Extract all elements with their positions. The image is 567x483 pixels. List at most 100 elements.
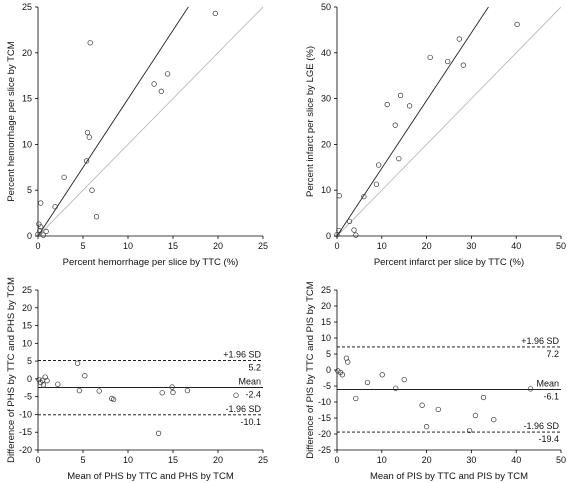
chart2-data-point [396, 155, 402, 162]
chart1-identity-line [37, 6, 264, 237]
chart4-y-tick-label: -20 [318, 429, 331, 439]
chart4-y-tick-label: 20 [321, 301, 331, 311]
chart3-y-tick-label: 10 [22, 338, 32, 348]
chart3-x-axis-label: Mean of PHS by TTC and PHS by TCM [67, 471, 234, 482]
chart2-data-point [445, 58, 451, 65]
chart4-1-96-sd-value: -19.4 [538, 434, 559, 444]
chart4-data-point [491, 416, 497, 423]
chart4-y-tick-label: -5 [323, 381, 331, 391]
chart4-data-point [472, 412, 479, 419]
chart4-x-tick-label: 20 [422, 455, 432, 465]
chart3-data-point [184, 387, 191, 394]
chart2-regression-line [336, 6, 489, 237]
chart2-x-tick-label: 0 [334, 241, 339, 251]
chart1-data-point [93, 214, 100, 220]
chart2-y-tick-label: 50 [321, 2, 331, 12]
chart4-x-axis-label: Mean of PIS by TTC and PIS by TCM [370, 471, 528, 482]
chart1-y-axis-label: Percent hemorrhage per slice by TCM [6, 41, 17, 201]
chart1-data-point [212, 10, 218, 17]
chart3-y-tick-label: 25 [22, 285, 32, 295]
chart4-y-tick-label: 5 [326, 349, 331, 359]
chart4-y-axis-label: Difference of PIS by TTC and PIS by TCM [305, 281, 316, 458]
chart3-x-tick-label: 15 [168, 455, 178, 465]
chart3-data-point [96, 388, 102, 394]
chart3-1-96-sd-label: +1.96 SD [223, 349, 261, 359]
chart2-data-point [376, 162, 382, 168]
chart4-y-tick-label: 10 [321, 333, 331, 343]
chart1-data-point [61, 174, 67, 181]
chart2-data-point [406, 103, 413, 109]
chart1-x-tick-label: 10 [123, 241, 133, 251]
chart1-x-tick-label: 0 [35, 241, 40, 251]
chart4-x-tick-label: 50 [556, 455, 566, 465]
chart1-y-tick-label: 0 [27, 231, 32, 241]
chart3-x-tick-label: 10 [123, 455, 133, 465]
chart4-y-tick-label: -15 [318, 413, 331, 423]
chart4-data-point [466, 427, 473, 434]
chart1-data-point [38, 224, 44, 230]
chart4-data-point [345, 359, 351, 365]
chart2-x-axis-label: Percent infarct per slice by TTC (%) [374, 257, 524, 268]
chart3-data-point [44, 378, 50, 384]
chart2-data-point [373, 181, 380, 187]
chart2-data-point [336, 193, 342, 199]
chart4-data-point [480, 394, 487, 401]
chart1-y-tick-label: 10 [22, 139, 32, 149]
chart4-data-point [335, 368, 341, 374]
chart4-1-96-sd-label: +1.96 SD [521, 336, 559, 346]
chart4-mean-value: -6.1 [543, 392, 559, 402]
chart3-data-point [76, 387, 83, 394]
chart1-x-tick-label: 25 [258, 241, 268, 251]
chart2-y-tick-label: 20 [321, 139, 331, 149]
chart4-x-tick-label: 10 [377, 455, 387, 465]
chart1-data-point [37, 227, 43, 234]
chart4-data-point [364, 379, 371, 386]
chart3-data-point [40, 382, 47, 388]
chart1-data-point [38, 200, 44, 206]
chart4-1-96-sd-label: -1.96 SD [523, 421, 559, 431]
chart4-data-point [339, 372, 346, 378]
chart4-data-point [423, 423, 430, 430]
chart2-y-tick-label: 10 [321, 185, 331, 195]
chart2-data-point [514, 21, 520, 28]
chart2-y-tick-label: 0 [326, 231, 331, 241]
chart4-data-point [353, 395, 359, 402]
chart1-data-point [83, 158, 90, 164]
chart2-data-point [397, 92, 404, 99]
chart3-mean-value: -2.4 [245, 389, 261, 399]
chart3-data-point [159, 390, 165, 396]
chart1-x-tick-label: 5 [80, 241, 85, 251]
chart4-x-tick-label: 40 [511, 455, 521, 465]
chart2-data-point [427, 54, 433, 61]
chart3-y-axis-label: Difference of PHS by TTC and PHS by TCM [6, 277, 17, 463]
chart4-data-point [393, 385, 399, 391]
chart1-x-axis-label: Percent hemorrhage per slice by TTC (%) [63, 257, 239, 268]
chart3-y-tick-label: -10 [19, 409, 32, 419]
chart2-data-point [384, 101, 390, 108]
chart1-data-point [40, 232, 47, 238]
chart1-regression-line [37, 6, 189, 237]
chart3-x-tick-label: 0 [35, 455, 40, 465]
chart3-data-point [169, 384, 175, 390]
chart2-x-tick-label: 40 [511, 241, 521, 251]
chart1-data-point [43, 228, 49, 235]
chart1-y-tick-label: 25 [22, 2, 32, 12]
chart2-x-tick-label: 20 [422, 241, 432, 251]
chart2-data-point [336, 227, 342, 234]
chart1-x-tick-label: 15 [168, 241, 178, 251]
chart3-data-point [233, 392, 239, 398]
chart2-data-point [346, 218, 353, 224]
chart2-y-tick-label: 30 [321, 94, 331, 104]
chart3-data-point [155, 430, 162, 436]
chart1-data-point [84, 129, 91, 136]
chart2-x-tick-label: 10 [377, 241, 387, 251]
chart4-y-tick-label: -10 [318, 397, 331, 407]
chart1-data-point [158, 88, 164, 94]
chart2-y-axis-label: Percent infarct per slice by LGE (%) [305, 46, 316, 197]
chart2-identity-line [336, 6, 562, 237]
chart2-data-point [361, 193, 367, 200]
chart2-data-point [353, 232, 359, 238]
chart1-y-tick-label: 15 [22, 94, 32, 104]
chart3-x-tick-label: 5 [80, 455, 85, 465]
chart1-x-tick-label: 20 [213, 241, 223, 251]
